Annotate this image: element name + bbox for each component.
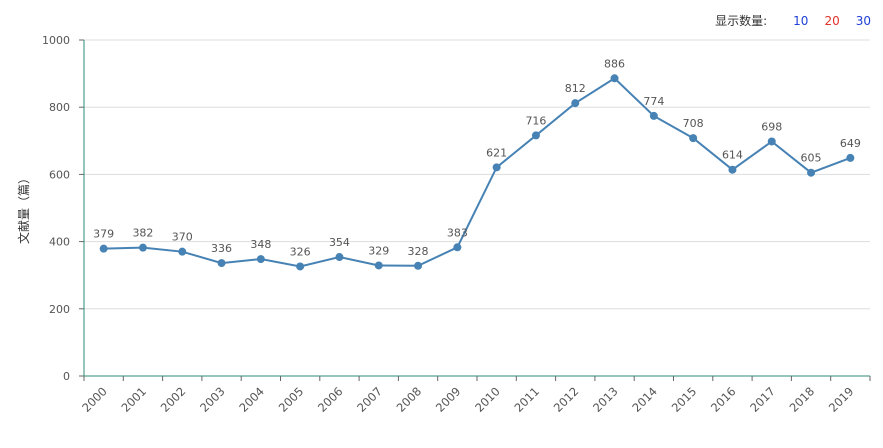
- x-tick-label: 2013: [590, 384, 621, 415]
- data-label: 621: [486, 146, 507, 159]
- data-points: [99, 74, 855, 271]
- y-tick-label: 400: [49, 236, 70, 249]
- x-tick-label: 2006: [315, 384, 346, 415]
- series-line: [103, 77, 851, 268]
- y-tick-label: 1000: [42, 34, 70, 47]
- data-point: [256, 255, 265, 264]
- grid-lines: [84, 39, 870, 310]
- x-tick-label: 2019: [826, 384, 857, 415]
- data-point: [728, 165, 737, 174]
- data-point: [178, 247, 187, 256]
- x-tick-label: 2014: [629, 384, 660, 415]
- data-label: 348: [250, 238, 271, 251]
- data-point: [99, 244, 108, 253]
- data-label: 614: [722, 149, 743, 162]
- y-tick-label: 200: [49, 303, 70, 316]
- x-tick-label: 2000: [79, 384, 110, 415]
- display-count-label: 显示数量:: [715, 14, 768, 28]
- y-tick-label: 800: [49, 101, 70, 114]
- data-label: 382: [132, 227, 153, 240]
- data-point: [531, 131, 540, 140]
- data-label: 336: [211, 242, 232, 255]
- data-label: 370: [172, 231, 193, 244]
- data-point: [610, 74, 619, 83]
- x-axis-ticks: 2000 2001 2002 2003 2004 2005 2006 2007 2008 2009…: [79, 376, 871, 415]
- y-axis-label: 文献量（篇）: [16, 172, 31, 244]
- count-option-30[interactable]: 30: [855, 13, 871, 28]
- count-option-20[interactable]: 20: [824, 13, 840, 28]
- data-point: [374, 261, 383, 270]
- x-tick-label: 2004: [236, 384, 267, 415]
- display-count-control: 显示数量: 10 20 30: [715, 12, 871, 29]
- data-label: 329: [368, 244, 389, 257]
- data-label: 354: [329, 236, 350, 249]
- x-tick-label: 2016: [708, 384, 739, 415]
- x-tick-label: 2001: [118, 384, 149, 415]
- data-label: 328: [408, 245, 429, 258]
- x-tick-label: 2015: [669, 384, 700, 415]
- data-point: [689, 134, 698, 143]
- x-tick-label: 2011: [511, 384, 542, 415]
- count-option-10[interactable]: 10: [793, 13, 809, 28]
- data-label: 649: [840, 137, 861, 150]
- data-label: 605: [801, 152, 822, 165]
- data-label: 698: [761, 120, 782, 133]
- data-point: [217, 259, 226, 268]
- data-point: [649, 111, 658, 120]
- data-label: 379: [93, 228, 114, 241]
- data-label: 383: [447, 226, 468, 239]
- data-point: [492, 163, 501, 172]
- data-point: [453, 243, 462, 252]
- x-tick-label: 2017: [747, 384, 778, 415]
- data-label: 774: [643, 95, 664, 108]
- data-label: 886: [604, 57, 625, 70]
- data-point: [807, 168, 816, 177]
- data-point: [571, 99, 580, 108]
- data-label: 716: [525, 114, 546, 127]
- y-tick-label: 600: [49, 168, 70, 181]
- data-point: [335, 253, 344, 262]
- x-tick-label: 2009: [433, 384, 464, 415]
- data-point: [767, 137, 776, 146]
- x-tick-label: 2018: [787, 384, 818, 415]
- data-point: [296, 262, 305, 271]
- x-tick-label: 2002: [158, 384, 189, 415]
- data-point: [138, 243, 147, 252]
- data-labels: 379 382 370 336 348 326 354 329 328 383 621 716 812 8…: [93, 57, 861, 258]
- x-tick-label: 2003: [197, 384, 228, 415]
- data-label: 708: [683, 117, 704, 130]
- data-label: 812: [565, 82, 586, 95]
- x-tick-label: 2007: [354, 384, 385, 415]
- x-tick-label: 2008: [394, 384, 425, 415]
- data-point: [414, 261, 423, 270]
- data-point: [846, 153, 855, 162]
- x-tick-label: 2010: [472, 384, 503, 415]
- x-tick-label: 2005: [276, 384, 307, 415]
- data-label: 326: [290, 245, 311, 258]
- y-tick-label: 0: [63, 370, 70, 383]
- x-tick-label: 2012: [551, 384, 582, 415]
- y-axis-ticks: 0 200 400 600 800 1000: [42, 34, 84, 383]
